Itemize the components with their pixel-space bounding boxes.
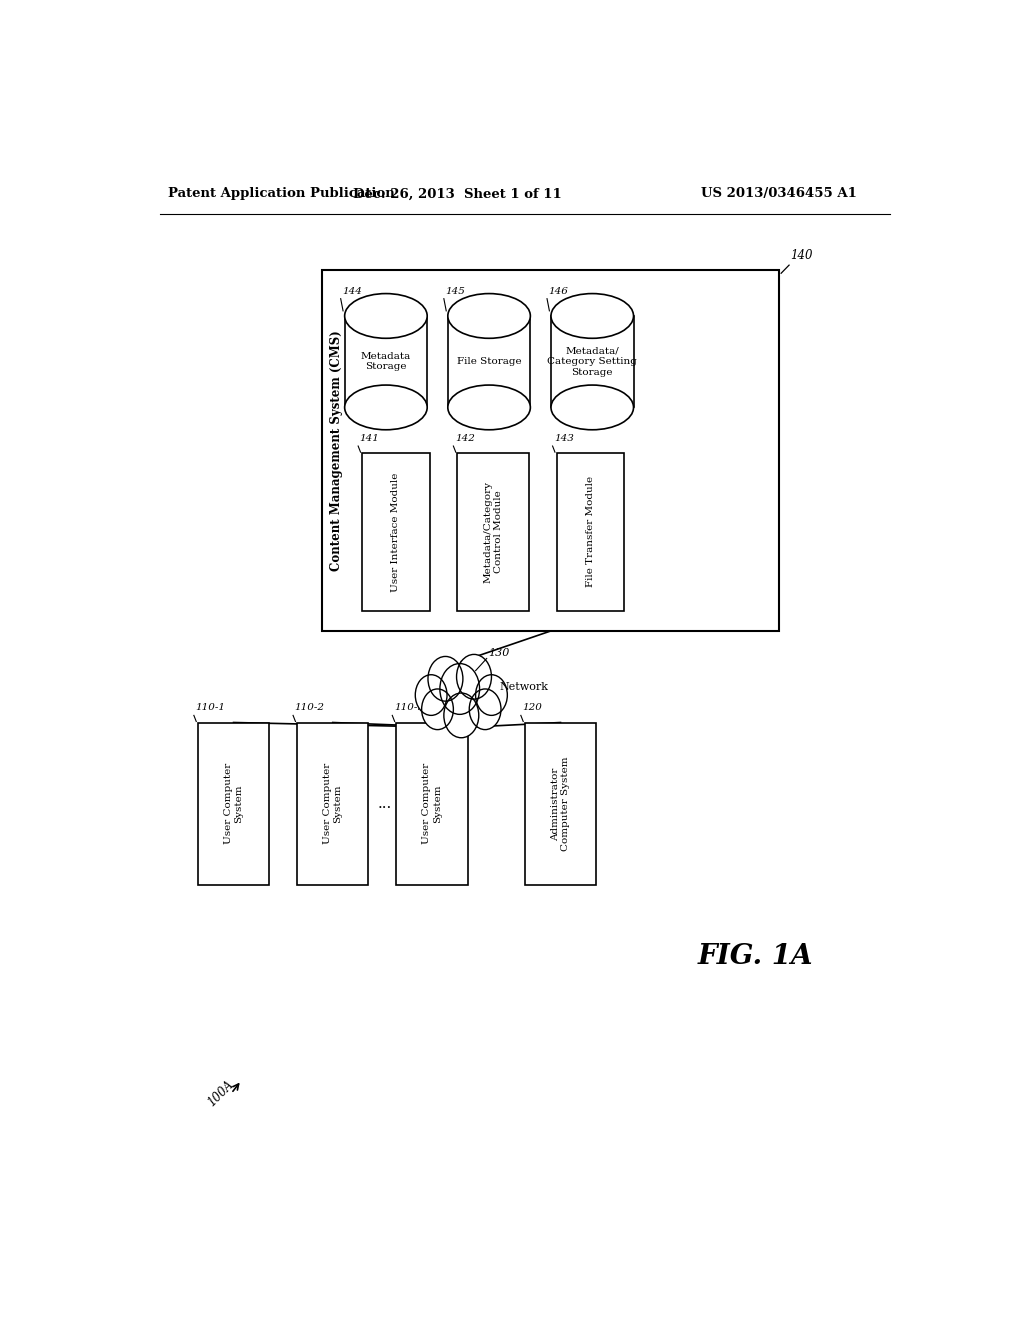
Text: 130: 130 <box>488 648 510 659</box>
Circle shape <box>416 675 447 715</box>
Circle shape <box>440 664 479 714</box>
Text: 143: 143 <box>554 434 574 444</box>
Circle shape <box>457 655 492 700</box>
Ellipse shape <box>551 293 634 338</box>
Bar <box>345 315 427 408</box>
Bar <box>396 722 468 886</box>
Text: 100A: 100A <box>205 1078 237 1109</box>
Text: Metadata/Category
Control Module: Metadata/Category Control Module <box>483 480 503 583</box>
Text: Patent Application Publication: Patent Application Publication <box>168 187 394 201</box>
Bar <box>557 453 624 611</box>
Bar <box>428 678 495 709</box>
Text: Metadata/
Category Setting
Storage: Metadata/ Category Setting Storage <box>547 347 637 376</box>
Bar <box>297 722 369 886</box>
Circle shape <box>475 675 507 715</box>
Circle shape <box>469 689 501 730</box>
Text: Metadata
Storage: Metadata Storage <box>360 352 411 371</box>
Text: File Storage: File Storage <box>457 358 521 366</box>
Text: 110-1: 110-1 <box>196 704 225 713</box>
Text: 144: 144 <box>342 286 362 296</box>
Text: Network: Network <box>500 682 549 692</box>
Text: ...: ... <box>377 797 391 810</box>
Text: 110-n: 110-n <box>394 704 424 713</box>
Text: 120: 120 <box>522 704 543 713</box>
Text: User Computer
System: User Computer System <box>224 763 244 845</box>
Text: User Computer
System: User Computer System <box>323 763 342 845</box>
Text: User Interface Module: User Interface Module <box>391 473 400 591</box>
Text: 140: 140 <box>791 249 813 263</box>
Bar <box>551 315 634 408</box>
Bar <box>362 453 430 611</box>
Circle shape <box>422 689 454 730</box>
Bar <box>323 271 778 631</box>
Bar <box>198 722 269 886</box>
Text: FIG. 1A: FIG. 1A <box>697 942 813 970</box>
Bar <box>447 315 530 408</box>
Bar <box>524 722 596 886</box>
Text: 141: 141 <box>359 434 380 444</box>
Text: File Transfer Module: File Transfer Module <box>586 477 595 587</box>
Text: Dec. 26, 2013  Sheet 1 of 11: Dec. 26, 2013 Sheet 1 of 11 <box>353 187 562 201</box>
Ellipse shape <box>345 293 427 338</box>
Circle shape <box>428 656 463 701</box>
Circle shape <box>443 693 479 738</box>
Ellipse shape <box>447 293 530 338</box>
Bar <box>458 453 528 611</box>
Text: Content Management System (CMS): Content Management System (CMS) <box>330 330 343 572</box>
Text: US 2013/0346455 A1: US 2013/0346455 A1 <box>700 187 857 201</box>
Ellipse shape <box>551 385 634 430</box>
Text: User Computer
System: User Computer System <box>422 763 441 845</box>
Text: 142: 142 <box>455 434 475 444</box>
Ellipse shape <box>447 385 530 430</box>
Ellipse shape <box>345 385 427 430</box>
Text: 145: 145 <box>445 286 465 296</box>
Text: 110-2: 110-2 <box>295 704 325 713</box>
Text: 146: 146 <box>549 286 568 296</box>
Text: Administrator
Computer System: Administrator Computer System <box>551 756 570 851</box>
